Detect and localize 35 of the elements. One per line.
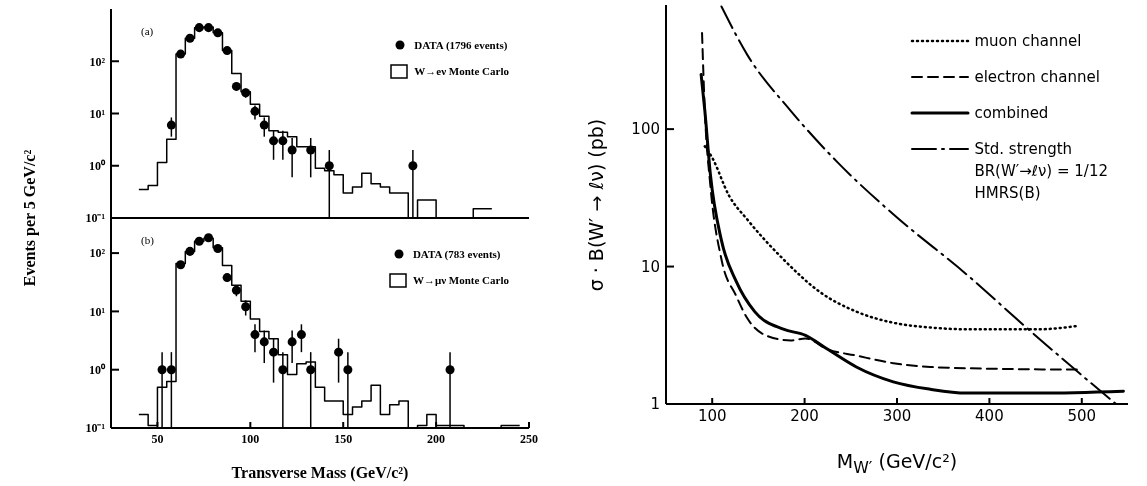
x-tick-label: 500 [1067, 406, 1097, 425]
y-tick-label: 10¹ [89, 106, 106, 121]
legend-label: muon channel [974, 31, 1082, 52]
y-tick-label: 1 [650, 395, 660, 414]
x-tick-label: 100 [697, 406, 727, 425]
x-tick-label: 50 [151, 431, 164, 446]
y-tick-label: 10⁻¹ [85, 421, 106, 436]
y-tick-label: 10 [640, 257, 660, 276]
legend-label: DATA (783 events) [412, 247, 501, 262]
legend-label: combined [974, 103, 1049, 124]
y-tick-label: 10⁰ [89, 159, 106, 174]
legend-label: W→eν Monte Carlo [414, 64, 509, 79]
y-tick-label: 10⁻¹ [85, 211, 106, 226]
x-tick-label: 200 [427, 431, 446, 446]
legend-label: DATA (1796 events) [414, 38, 508, 53]
x-tick-label: 250 [520, 431, 538, 446]
y-tick-label: 10⁰ [89, 362, 106, 377]
x-tick-label: 400 [975, 406, 1004, 425]
y-tick-label: 10² [89, 246, 106, 261]
x-tick-label: 200 [790, 406, 819, 425]
y-axis-title: Events per 5 GeV/c² [21, 149, 39, 287]
legend-label: Std. strength BR(W′→ℓν) = 1/12 HMRS(B) [974, 139, 1108, 204]
x-axis-title: Transverse Mass (GeV/c²) [230, 464, 410, 482]
annotation: (a) [141, 25, 154, 37]
y-axis-title: σ · B(W′ → ℓν) (pb) [585, 118, 607, 292]
y-tick-label: 100 [631, 120, 660, 139]
legend-label: W→μν Monte Carlo [412, 273, 509, 288]
y-tick-label: 10² [89, 54, 106, 69]
y-tick-label: 10¹ [89, 304, 106, 319]
legend-label: electron channel [974, 67, 1100, 88]
x-tick-label: 300 [882, 406, 912, 425]
x-axis-title: M$_{W′}$ (GeV/c²) [835, 450, 959, 477]
annotation: (b) [141, 234, 154, 246]
x-tick-label: 150 [334, 431, 353, 446]
x-tick-label: 100 [241, 431, 260, 446]
